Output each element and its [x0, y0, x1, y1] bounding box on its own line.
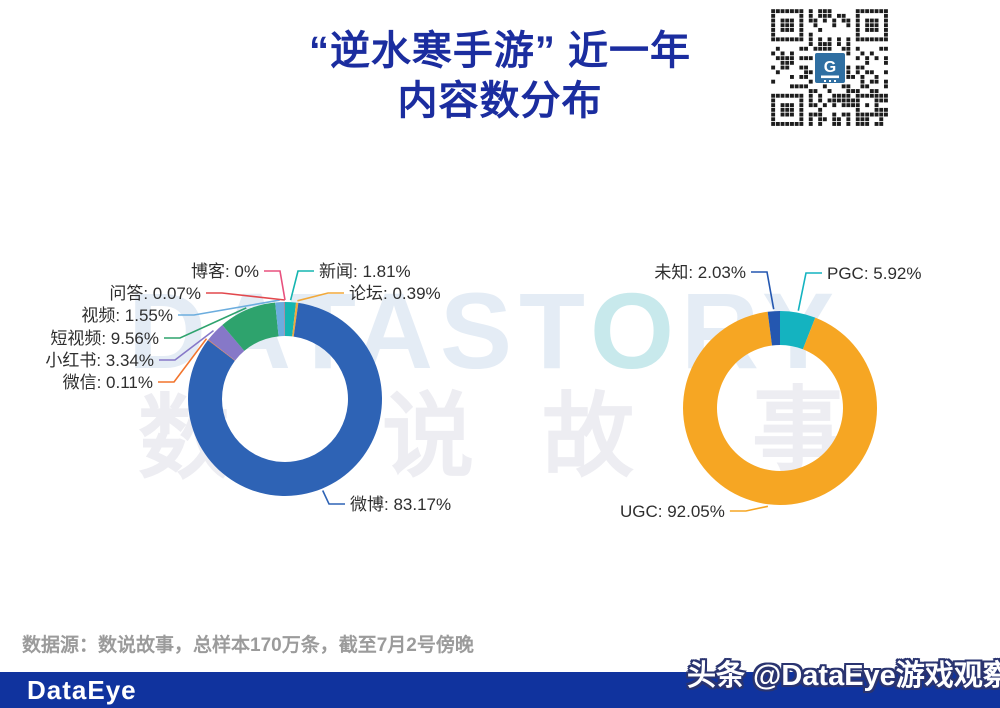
slice-未知	[767, 311, 780, 346]
qr-code-icon: G	[770, 8, 890, 128]
leader-PGC	[797, 272, 822, 311]
slice-小红书	[208, 324, 245, 361]
qr-code-svg: G	[771, 9, 888, 126]
watermark-cn-char: 说	[382, 386, 475, 488]
leader-新闻	[289, 270, 314, 301]
page-title: “逆水寒手游” 近一年 内容数分布	[0, 26, 1000, 126]
leader-视频	[178, 299, 280, 316]
label-视频: 视频: 1.55%	[81, 306, 173, 325]
leader-小红书	[159, 329, 214, 361]
leader-未知	[751, 271, 775, 310]
leader-UGC	[729, 505, 769, 512]
leader-博客	[264, 270, 286, 301]
label-小红书: 小红书: 3.34%	[45, 351, 154, 370]
leader-微博	[321, 490, 345, 505]
leader-论坛	[297, 292, 344, 302]
qr-logo-letter: G	[824, 59, 836, 76]
leader-短视频	[164, 307, 247, 339]
watermark-letter: O	[590, 270, 682, 391]
label-PGC: PGC: 5.92%	[827, 264, 922, 283]
label-短视频: 短视频: 9.56%	[50, 329, 159, 348]
label-UGC: UGC: 92.05%	[620, 502, 725, 521]
slice-UGC	[683, 311, 878, 506]
slice-新闻	[285, 302, 297, 337]
label-博客: 博客: 0%	[191, 262, 259, 281]
slice-微博	[187, 302, 382, 497]
footer-bar: DataEye	[0, 672, 1000, 708]
leader-微信	[158, 338, 208, 383]
leader-问答	[206, 292, 285, 301]
label-微博: 微博: 83.17%	[350, 495, 451, 514]
slice-论坛	[292, 302, 299, 337]
slice-微信	[207, 339, 236, 361]
source-note: 数据源：数说故事，总样本170万条，截至7月2号傍晚	[22, 635, 474, 656]
label-问答: 问答: 0.07%	[109, 284, 201, 303]
slice-PGC	[780, 311, 816, 350]
watermark-letter: S	[439, 270, 519, 391]
title-line-1: “逆水寒手游” 近一年	[308, 29, 692, 73]
label-微信: 微信: 0.11%	[63, 373, 153, 392]
label-未知: 未知: 2.03%	[654, 263, 746, 282]
label-论坛: 论坛: 0.39%	[349, 284, 441, 303]
slice-视频	[275, 302, 285, 337]
slice-短视频	[222, 302, 279, 351]
toutiao-handle-watermark: 头条 @DataEye游戏观察	[687, 660, 1000, 692]
label-新闻: 新闻: 1.81%	[319, 262, 411, 281]
watermark-cn-char: 故	[542, 386, 635, 488]
title-line-2: 内容数分布	[397, 79, 603, 123]
dataeye-logo: DataEye	[27, 675, 137, 705]
watermark-letter: T	[519, 270, 591, 391]
